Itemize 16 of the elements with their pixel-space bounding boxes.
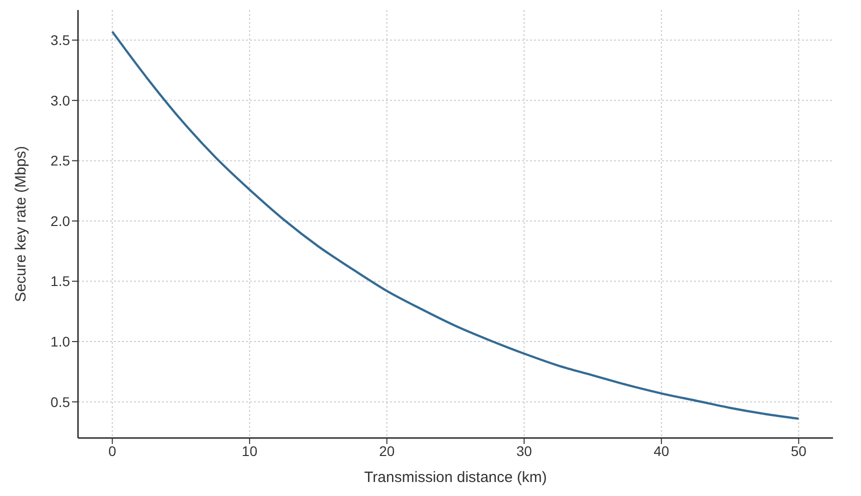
x-tick-label: 20 (379, 442, 395, 459)
x-tick-label: 40 (654, 442, 670, 459)
y-tick-label: 3.5 (50, 32, 70, 48)
x-tick-label: 0 (108, 442, 116, 459)
x-axis-title: Transmission distance (km) (364, 469, 547, 486)
y-tick-label: 1.5 (50, 273, 70, 290)
y-tick-label: 2.0 (50, 212, 70, 229)
y-tick-label: 3.0 (50, 92, 70, 108)
x-tick-label: 30 (516, 442, 532, 459)
y-tick-label: 1.0 (50, 334, 70, 350)
line-series (111, 30, 800, 420)
x-tick-label: 10 (242, 442, 258, 459)
x-tick-label: 50 (790, 442, 807, 459)
y-tick-label: 2.5 (50, 152, 70, 169)
y-axis-title: Secure key rate (Mbps) (12, 146, 30, 302)
y-tick-label: 0.5 (50, 394, 70, 410)
